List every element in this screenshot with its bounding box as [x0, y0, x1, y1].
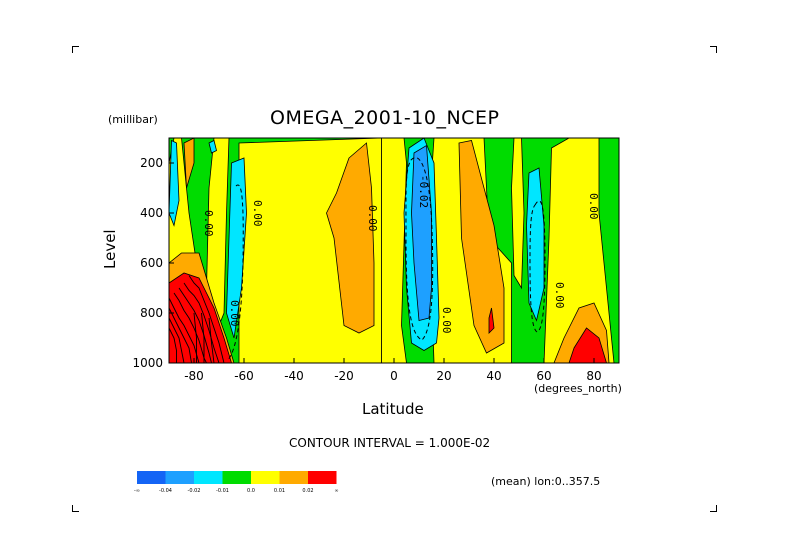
dashed-contour	[529, 200, 546, 333]
y-tick-label: 600	[140, 256, 163, 270]
dashed-contour	[405, 157, 434, 341]
legend-swatch	[137, 471, 166, 484]
contour-line-6	[169, 317, 185, 363]
contour-region-6	[511, 138, 525, 290]
contour-label: 0.00	[228, 300, 241, 327]
contour-line-3	[173, 292, 207, 363]
x-tick-label: 60	[536, 369, 551, 383]
x-tick-label: -80	[184, 369, 204, 383]
y-tick-label: 200	[140, 156, 163, 170]
legend-label: -0.04	[159, 488, 172, 494]
x-tick-label: 40	[486, 369, 501, 383]
contour-region-12	[169, 272, 232, 363]
contour-region-18	[526, 167, 545, 322]
contour-label: 0.00	[251, 200, 264, 227]
contour-line-0	[188, 275, 225, 363]
y-axis-units: (millibar)	[108, 113, 158, 126]
legend-swatch	[251, 471, 280, 484]
contour-region-14	[488, 307, 495, 334]
corner-mark-top-left	[72, 46, 79, 53]
contour-label: 0.00	[553, 282, 566, 309]
chart-title: OMEGA_2001-10_NCEP	[270, 107, 500, 129]
legend-swatch	[308, 471, 337, 484]
contour-line-9	[201, 312, 205, 363]
x-tick-label: 80	[586, 369, 601, 383]
dashed-contour	[227, 184, 244, 361]
contour-region-13	[568, 327, 607, 363]
contour-label: -0.02	[417, 175, 430, 208]
x-tick-label: -40	[284, 369, 304, 383]
legend-swatch	[194, 471, 223, 484]
contour-label: 0.00	[587, 193, 600, 220]
y-tick-label: 800	[140, 306, 163, 320]
legend-label: -∞	[134, 488, 140, 494]
contour-label: 0.00	[202, 210, 215, 237]
x-axis-label: Latitude	[362, 400, 424, 418]
corner-mark-bottom-left	[72, 505, 79, 512]
legend-swatch	[279, 471, 308, 484]
contour-label: 0.00	[366, 205, 379, 232]
y-tick-label: 1000	[132, 356, 163, 370]
contour-region-7	[326, 142, 375, 334]
contour-region-1	[381, 138, 407, 363]
legend-label: 0.02	[302, 488, 313, 494]
contour-region-11	[183, 138, 195, 189]
x-tick-label: 0	[390, 369, 398, 383]
legend-label: -0.02	[188, 488, 201, 494]
contour-region-20	[411, 144, 432, 322]
legend-label: ∞	[334, 488, 338, 494]
legend-label: 0.0	[247, 488, 255, 494]
contour-line-2	[178, 287, 212, 363]
contour-region-8	[458, 140, 505, 354]
legend-swatch	[165, 471, 194, 484]
x-tick-label: -20	[334, 369, 354, 383]
contour-interval-label: CONTOUR INTERVAL = 1.000E-02	[289, 436, 491, 450]
corner-mark-bottom-right	[710, 505, 717, 512]
legend-label: 0.01	[274, 488, 285, 494]
contour-region-19	[208, 139, 217, 154]
legend-swatch	[222, 471, 251, 484]
contour-line-5	[169, 307, 192, 363]
x-tick-label: 20	[436, 369, 451, 383]
contour-line-4	[169, 297, 200, 363]
contour-line-1	[183, 282, 220, 363]
contour-label: 0.00	[440, 307, 453, 334]
contour-line-7	[169, 327, 177, 363]
x-tick-label: -60	[234, 369, 254, 383]
corner-mark-top-right	[710, 46, 717, 53]
contour-region-15	[226, 157, 247, 339]
legend-label: -0.01	[216, 488, 229, 494]
contour-line-10	[208, 317, 215, 363]
mean-longitude-label: (mean) lon:0..357.5	[491, 475, 601, 488]
contour-line-8	[193, 312, 197, 363]
y-tick-label: 400	[140, 206, 163, 220]
x-axis-units: (degrees_north)	[534, 382, 622, 395]
contour-region-3	[543, 138, 615, 363]
